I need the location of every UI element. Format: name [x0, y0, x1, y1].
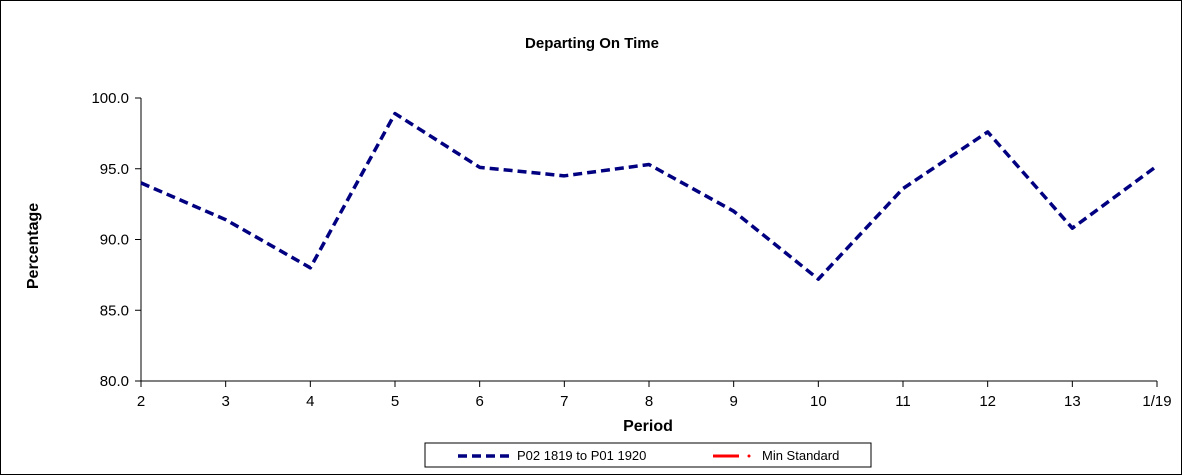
y-tick-label: 100.0 — [91, 90, 129, 107]
axes — [140, 98, 1157, 382]
x-tick-label: 5 — [391, 393, 399, 410]
legend-box — [424, 442, 872, 468]
y-tick-label: 85.0 — [100, 302, 129, 319]
legend-label-min-standard: Min Standard — [762, 448, 839, 463]
x-tick-label: 7 — [560, 393, 568, 410]
legend-dot-min-standard — [747, 454, 751, 458]
legend-label-primary: P02 1819 to P01 1920 — [517, 448, 646, 463]
series-line — [140, 111, 1159, 281]
series-layer — [140, 111, 1159, 281]
x-tick-label: 8 — [645, 393, 653, 410]
x-tick-label: 10 — [810, 393, 827, 410]
y-tick-label: 90.0 — [100, 232, 129, 249]
y-axis-label: Percentage — [25, 203, 42, 289]
y-tick-label: 95.0 — [100, 161, 129, 178]
chart-title: Departing On Time — [525, 35, 659, 52]
x-tick-label: 2 — [137, 393, 145, 410]
x-tick-label: 1/19 — [1142, 393, 1171, 410]
x-tick-label: 4 — [306, 393, 314, 410]
y-tick-label: 80.0 — [100, 373, 129, 390]
x-ticks: 2 3 4 5 6 7 8 9 10 11 12 13 1/19 — [137, 381, 1172, 410]
x-tick-label: 6 — [475, 393, 483, 410]
x-axis-label: Period — [623, 418, 673, 435]
x-tick-label: 9 — [729, 393, 737, 410]
y-ticks: 80.0 85.0 90.0 95.0 100.0 — [91, 90, 141, 390]
legend: P02 1819 to P01 1920 Min Standard — [424, 442, 872, 468]
x-tick-label: 13 — [1064, 393, 1081, 410]
x-tick-label: 3 — [221, 393, 229, 410]
x-tick-label: 11 — [895, 393, 911, 410]
x-tick-label: 12 — [979, 393, 996, 410]
